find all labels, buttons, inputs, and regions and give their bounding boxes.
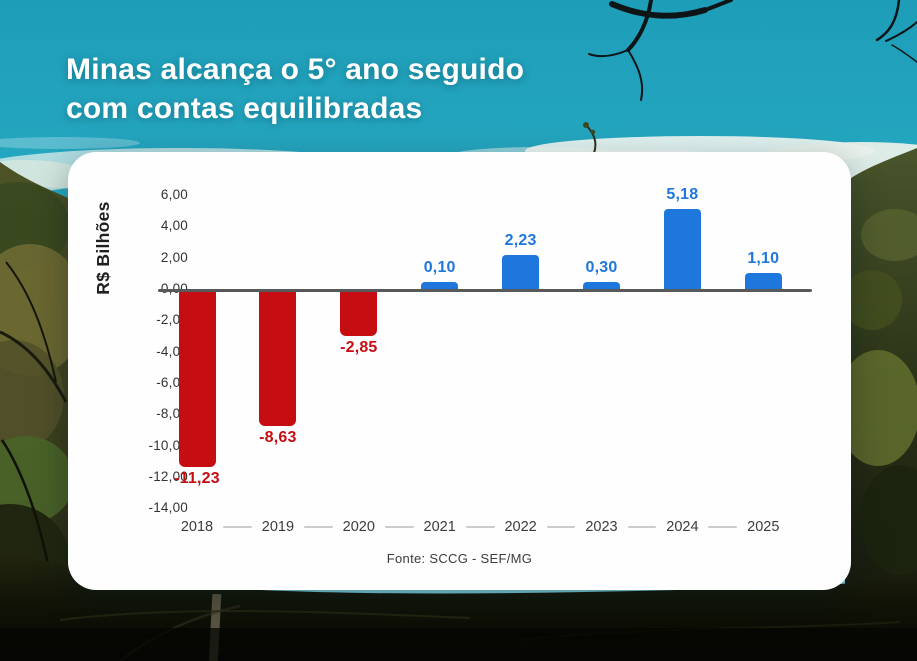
title-line1-regular: Minas alcança o <box>66 53 308 86</box>
bar-chart: R$ Bilhões Fonte: SCCG - SEF/MG 6,00 4,00… <box>68 152 851 590</box>
y-tick-label: 4,00 <box>160 218 188 234</box>
y-tick-label: -12,00 <box>148 468 188 484</box>
bar-value-label: -11,23 <box>174 469 220 487</box>
x-tick-label: 2021 <box>423 519 456 535</box>
title-line2-bold: contas equilibradas <box>136 92 423 125</box>
right-hillside <box>836 148 917 661</box>
twig-icon <box>583 122 597 154</box>
x-tick-dash-icon <box>223 526 252 528</box>
x-tick-dash-icon <box>384 526 414 528</box>
bar-value-label: 0,10 <box>423 259 456 276</box>
bar <box>663 208 701 290</box>
y-tick-label: 6,00 <box>160 187 188 203</box>
title-line1-bold: 5° ano seguido <box>307 53 525 86</box>
x-tick-label: 2023 <box>585 519 618 535</box>
x-tick-label: 2020 <box>342 519 375 535</box>
bar-value-label: 2,23 <box>504 232 537 250</box>
tree-branches-icon <box>588 0 917 101</box>
bar <box>744 272 782 290</box>
x-tick-dash-icon <box>546 526 576 528</box>
bar <box>421 282 459 290</box>
bar <box>259 291 297 427</box>
title-line-2: com contas equilibradas <box>66 89 524 128</box>
x-tick-label: 2022 <box>504 519 537 535</box>
bar <box>178 291 216 467</box>
page-title: Minas alcança o 5° ano seguido com conta… <box>66 50 524 128</box>
y-tick-label: -10,00 <box>148 437 188 453</box>
x-axis-zero-line <box>158 288 812 292</box>
x-tick-dash-icon <box>465 526 495 528</box>
x-tick-dash-icon <box>627 526 657 528</box>
chart-card: R$ Bilhões Fonte: SCCG - SEF/MG 6,00 4,00… <box>68 152 851 590</box>
y-tick-label: 2,00 <box>160 249 188 265</box>
bar-value-label: 5,18 <box>666 185 699 203</box>
y-axis-title: R$ Bilhões <box>93 201 113 295</box>
x-tick-dash-icon <box>708 526 738 528</box>
x-tick-label: 2025 <box>747 519 780 535</box>
bar-value-label: 0,30 <box>585 259 618 276</box>
bar-value-label: -2,85 <box>340 338 378 356</box>
bar-value-label: 1,10 <box>747 249 780 267</box>
x-tick-label: 2019 <box>261 519 295 535</box>
x-tick-dash-icon <box>303 526 333 528</box>
bar <box>583 282 620 290</box>
y-tick-label: -14,00 <box>148 500 188 516</box>
bar <box>340 291 378 336</box>
x-tick-label: 2018 <box>180 519 214 535</box>
x-tick-label: 2024 <box>666 519 699 535</box>
bar-value-label: -8,63 <box>259 429 297 447</box>
bar <box>502 255 540 290</box>
title-line-1: Minas alcança o 5° ano seguido <box>66 50 524 89</box>
title-line2-regular: com <box>66 92 137 125</box>
bottom-forest <box>0 552 917 661</box>
source-caption: Fonte: SCCG - SEF/MG <box>386 551 533 566</box>
